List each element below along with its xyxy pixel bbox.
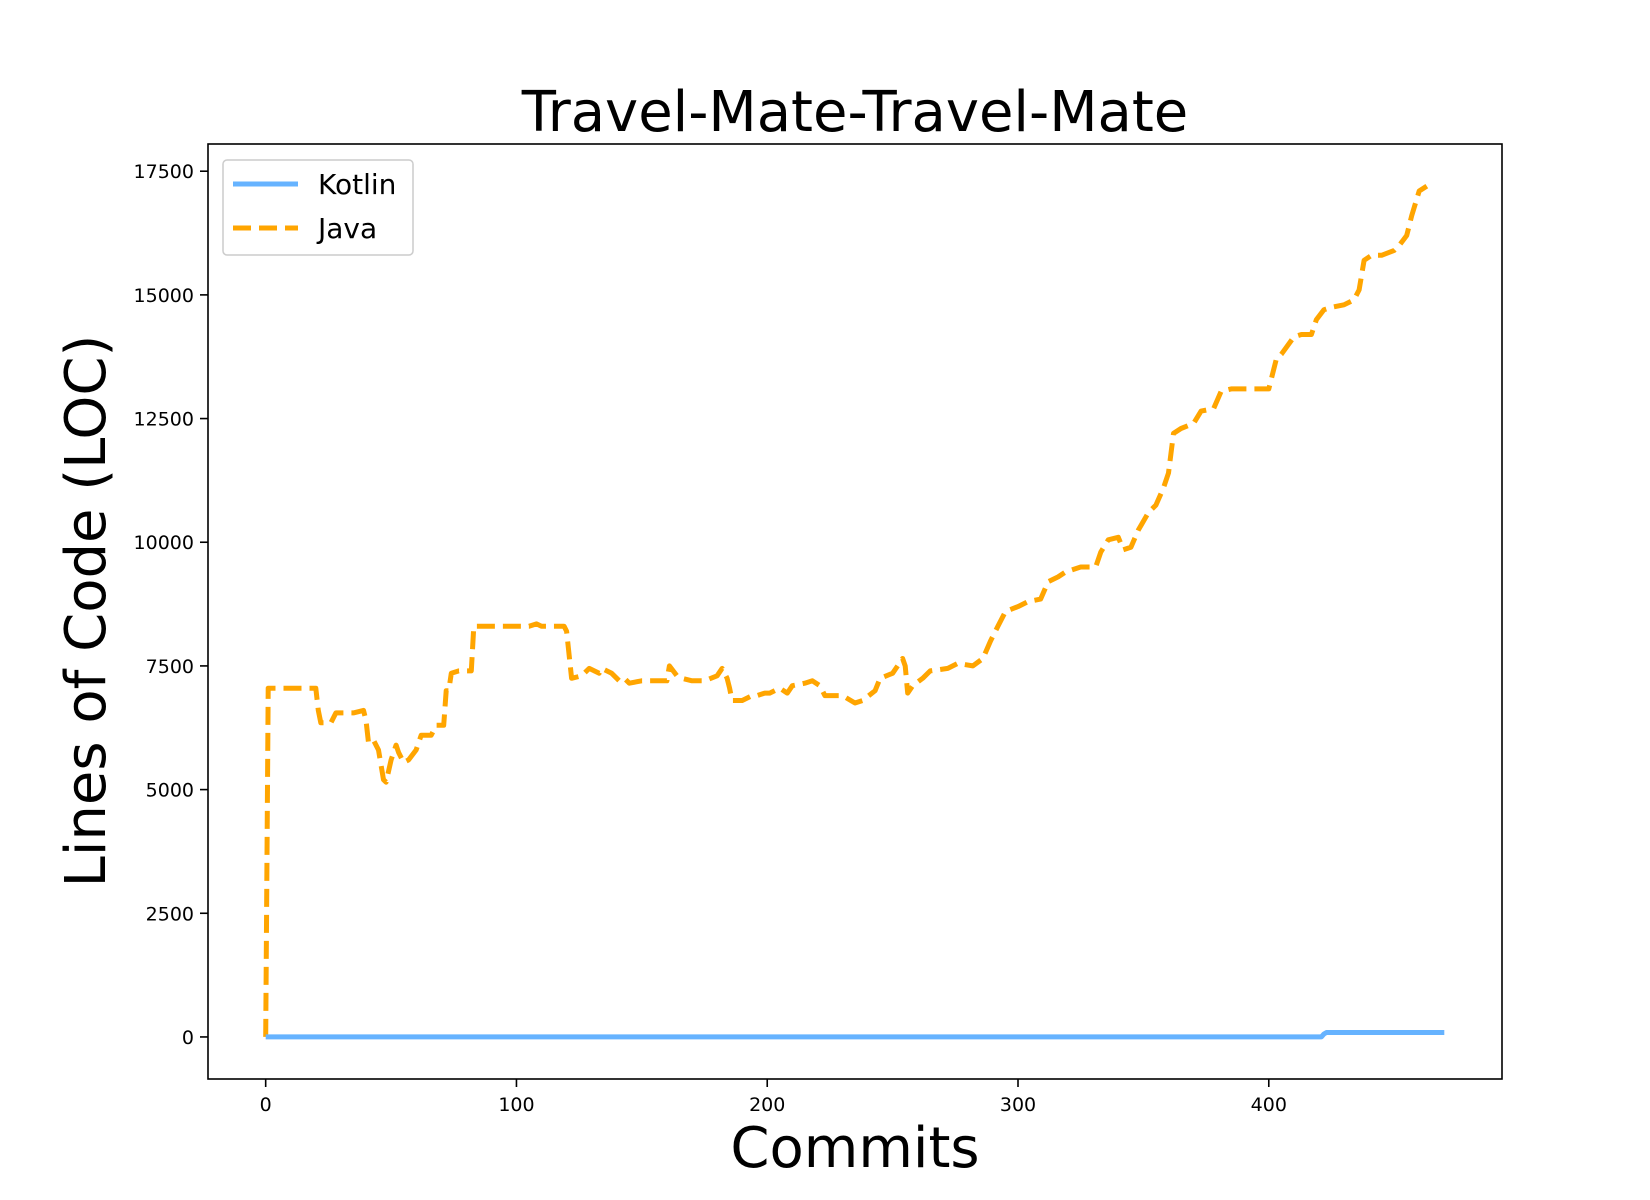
legend: Kotlin Java — [222, 159, 414, 256]
series-line-kotlin — [265, 1030, 1445, 1040]
x-tick-label: 0 — [260, 1094, 272, 1116]
y-tick-label: 2500 — [146, 903, 194, 925]
y-axis-title: Lines of Code (LOC) — [54, 335, 119, 888]
y-tick-label: 0 — [182, 1027, 194, 1049]
y-tick-label: 7500 — [146, 656, 194, 678]
axes-frame — [207, 143, 1503, 1080]
y-tick-label: 5000 — [146, 780, 194, 802]
y-tick-label: 17500 — [134, 161, 194, 183]
x-axis-title: Commits — [730, 1116, 979, 1181]
plot-area: 0 100 200 300 400 0 2500 5000 7500 10000 12500 150… — [134, 143, 1503, 1116]
legend-label-java: Java — [316, 212, 377, 245]
series-line-java — [263, 183, 1429, 1037]
x-axis-ticks: 0 100 200 300 400 — [260, 1079, 1287, 1116]
x-tick-label: 200 — [749, 1094, 785, 1116]
series-layer — [263, 183, 1445, 1040]
x-tick-label: 300 — [1000, 1094, 1036, 1116]
chart-title: Travel-Mate-Travel-Mate — [521, 80, 1189, 145]
legend-label-kotlin: Kotlin — [318, 168, 396, 201]
y-axis-ticks: 0 2500 5000 7500 10000 12500 15000 17500 — [134, 161, 208, 1049]
plot-background — [208, 144, 1502, 1079]
x-tick-label: 100 — [498, 1094, 534, 1116]
x-tick-label: 400 — [1251, 1094, 1287, 1116]
y-tick-label: 15000 — [134, 285, 194, 307]
y-tick-label: 10000 — [134, 532, 194, 554]
y-tick-label: 12500 — [134, 409, 194, 431]
